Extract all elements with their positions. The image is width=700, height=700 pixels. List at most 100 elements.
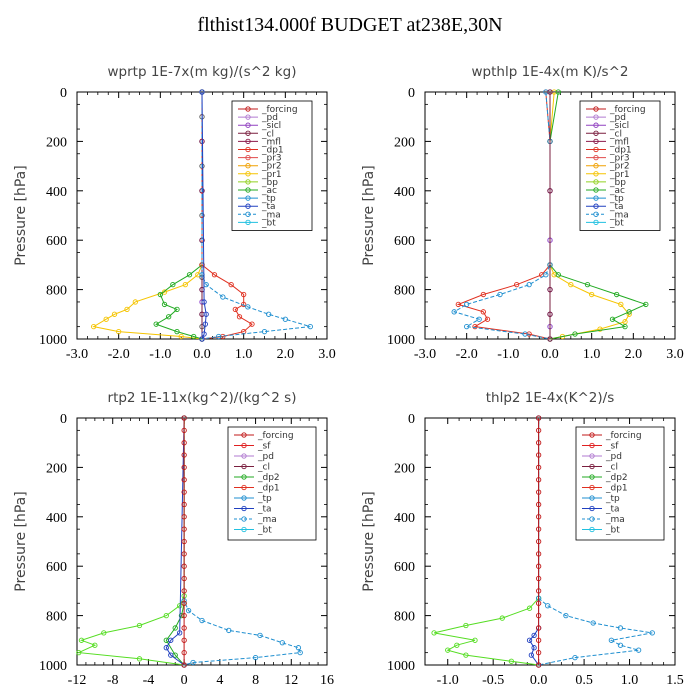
data-point <box>199 617 205 624</box>
data-point <box>168 637 174 643</box>
legend-label: _ma <box>605 515 625 525</box>
legend-marker <box>245 187 251 193</box>
data-point <box>480 291 486 298</box>
data-point <box>472 323 478 330</box>
x-tick-label: -12 <box>68 673 87 688</box>
legend-label: _pd <box>609 113 626 123</box>
data-point <box>216 333 222 340</box>
legend-marker <box>245 171 251 177</box>
legend-marker <box>593 146 599 153</box>
data-point <box>568 282 574 288</box>
data-point <box>124 306 130 313</box>
legend-label: _tp <box>609 194 624 204</box>
data-point <box>181 650 187 656</box>
data-point <box>464 323 470 330</box>
panel-title: wprtp 1E-7x(m kg)/(s^2 kg) <box>108 64 297 80</box>
series-line-tp <box>201 92 311 340</box>
data-point <box>228 282 234 288</box>
legend-label: _tp <box>605 494 620 504</box>
legend-marker <box>241 432 247 438</box>
data-point <box>572 331 578 337</box>
x-tick-label: 0.0 <box>193 347 211 362</box>
legend-label: _ta <box>257 505 272 515</box>
data-point <box>590 620 596 626</box>
data-point <box>174 306 180 313</box>
y-tick-label: 1000 <box>39 659 67 674</box>
data-point <box>472 637 478 643</box>
legend-label: _tp <box>261 194 276 204</box>
x-tick-label: 16 <box>320 673 334 688</box>
legend-marker <box>245 122 251 128</box>
legend-marker <box>589 526 595 533</box>
data-point <box>543 272 549 278</box>
legend-marker <box>241 453 247 459</box>
data-point <box>249 321 255 327</box>
data-point <box>526 637 533 643</box>
y-tick-label: 800 <box>394 610 415 625</box>
legend-label: _bt <box>609 218 624 228</box>
data-point <box>526 605 533 611</box>
legend-label: _ma <box>257 515 277 525</box>
legend-marker <box>245 138 251 145</box>
legend-label: _cl <box>261 129 274 139</box>
legend-label: _dp1 <box>261 146 284 156</box>
legend-marker <box>589 474 595 480</box>
x-tick-label: 3.0 <box>318 347 336 362</box>
data-point <box>220 294 226 300</box>
legend-marker <box>245 203 251 209</box>
legend-label: _ac <box>261 186 277 196</box>
data-point <box>201 331 207 337</box>
data-point <box>535 588 542 594</box>
data-point <box>181 588 187 594</box>
data-point <box>132 299 138 305</box>
data-point <box>186 272 193 278</box>
y-tick-label: 600 <box>394 560 415 575</box>
data-point <box>535 489 542 495</box>
legend-label: _dp1 <box>605 484 628 494</box>
data-point <box>78 637 85 643</box>
legend-marker <box>245 146 251 153</box>
data-point <box>555 89 561 95</box>
x-tick-label: -0.5 <box>482 673 504 688</box>
data-point <box>181 575 187 582</box>
legend-label: _pr3 <box>261 154 282 164</box>
legend-marker <box>245 154 251 161</box>
legend-label: _ta <box>261 202 276 212</box>
data-point <box>157 291 163 298</box>
legend-marker <box>241 463 247 470</box>
data-point <box>547 89 553 95</box>
data-point <box>252 654 259 661</box>
data-point <box>480 309 486 315</box>
data-point <box>190 659 196 666</box>
x-tick-label: -4 <box>143 673 155 688</box>
x-tick-label: 0.0 <box>541 347 559 362</box>
data-point <box>181 464 187 471</box>
data-point <box>497 291 503 298</box>
data-point <box>226 627 232 634</box>
data-point <box>618 301 624 308</box>
legend-label: _dp1 <box>257 484 280 494</box>
data-point <box>257 632 263 639</box>
data-point <box>191 333 197 340</box>
data-point <box>161 289 168 295</box>
legend-label: _forcing <box>609 105 646 115</box>
data-point <box>535 625 542 631</box>
data-point <box>170 282 176 288</box>
y-axis-label: Pressure [hPa] <box>13 491 29 591</box>
data-point <box>181 526 187 532</box>
data-point <box>181 551 187 557</box>
legend-marker <box>593 171 599 177</box>
legend-marker <box>589 442 595 449</box>
data-point <box>535 440 542 446</box>
data-point <box>535 514 542 520</box>
legend-marker <box>589 495 595 501</box>
y-tick-label: 400 <box>394 511 415 526</box>
data-point <box>514 282 520 288</box>
data-point <box>522 331 528 337</box>
x-tick-label: -2.0 <box>456 347 478 362</box>
y-tick-label: 1000 <box>39 333 67 348</box>
legend-label: _bp <box>261 178 278 188</box>
data-point <box>535 650 542 656</box>
legend-label: _dp2 <box>605 473 628 483</box>
